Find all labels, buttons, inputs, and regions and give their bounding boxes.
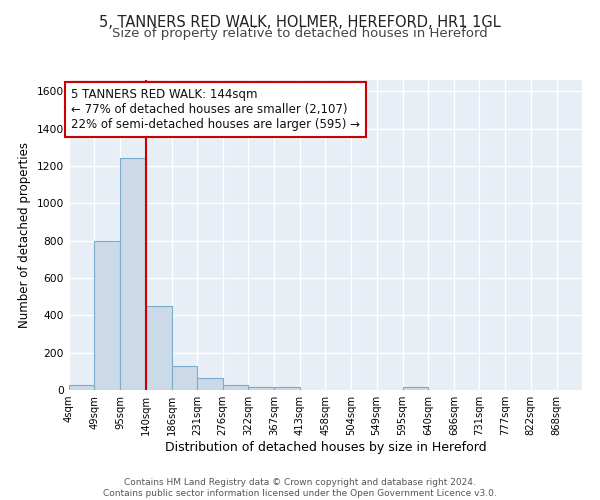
Bar (94, 240, 121, 390)
X-axis label: Distribution of detached houses by size in Hereford: Distribution of detached houses by size … (164, 441, 487, 454)
Bar (403, 387, 428, 390)
Bar (274, 387, 300, 390)
Bar (69, 386, 94, 390)
Bar (248, 387, 274, 390)
Text: Contains HM Land Registry data © Crown copyright and database right 2024.
Contai: Contains HM Land Registry data © Crown c… (103, 478, 497, 498)
Text: 5 TANNERS RED WALK: 144sqm
← 77% of detached houses are smaller (2,107)
22% of s: 5 TANNERS RED WALK: 144sqm ← 77% of deta… (71, 88, 360, 130)
Bar (146, 306, 172, 390)
Bar (197, 378, 223, 390)
Bar (121, 158, 146, 390)
Bar (223, 386, 248, 390)
Text: 5, TANNERS RED WALK, HOLMER, HEREFORD, HR1 1GL: 5, TANNERS RED WALK, HOLMER, HEREFORD, H… (99, 15, 501, 30)
Y-axis label: Number of detached properties: Number of detached properties (18, 142, 31, 328)
Bar (172, 366, 197, 390)
Text: Size of property relative to detached houses in Hereford: Size of property relative to detached ho… (112, 28, 488, 40)
